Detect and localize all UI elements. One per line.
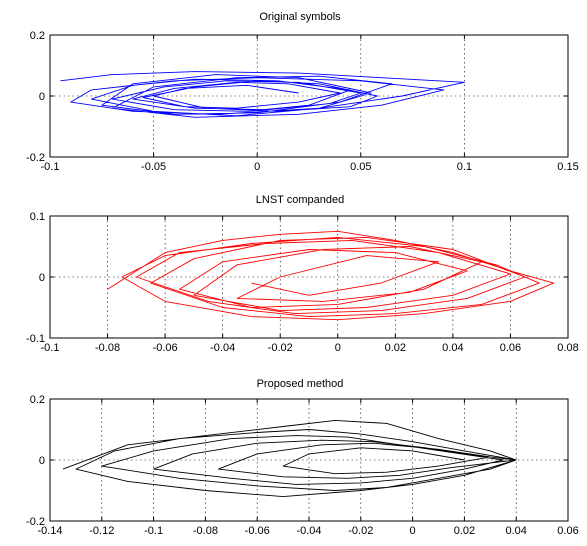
x-tick-label: 0.02 (385, 342, 406, 354)
y-tick-labels: -0.2 0 0.2 (26, 30, 45, 164)
x-tick-label: 0.04 (505, 525, 526, 537)
y-tick-label: -0.1 (26, 333, 45, 345)
y-tick-label: 0.1 (30, 211, 45, 223)
x-tick-label: 0.08 (557, 342, 578, 354)
x-tick-label: -0.04 (296, 525, 321, 537)
series-line (60, 71, 465, 118)
panel-lnst-companded: LNST companded -0.1 -0.08 -0.06 -0.04 -0.02 0… (26, 194, 579, 354)
x-tick-label: -0.05 (141, 161, 166, 173)
y-tick-label: -0.2 (26, 152, 45, 164)
x-tick-label: -0.06 (153, 342, 178, 354)
x-tick-label: 0.15 (557, 161, 578, 173)
x-tick-label: -0.02 (268, 342, 293, 354)
x-tick-label: -0.1 (41, 342, 60, 354)
plot-area (49, 34, 569, 158)
y-tick-label: -0.2 (26, 516, 45, 528)
x-tick-label: -0.08 (193, 525, 218, 537)
panel-title: Original symbols (259, 11, 341, 23)
x-tick-label: -0.12 (89, 525, 114, 537)
series-line (62, 419, 517, 498)
series-line (107, 230, 555, 321)
panel-original-symbols: Original symbols -0.1 -0.05 0 0.05 0.1 0.15 -… (26, 11, 579, 173)
x-tick-labels: -0.1 -0.05 0 0.05 0.1 0.15 (41, 161, 579, 173)
x-tick-label: 0.06 (500, 342, 521, 354)
x-tick-label: -0.02 (348, 525, 373, 537)
plot-area (49, 398, 569, 522)
x-tick-label: 0.1 (457, 161, 472, 173)
y-tick-label: 0 (39, 455, 45, 467)
x-tick-label: -0.04 (210, 342, 235, 354)
y-tick-labels: -0.1 0 0.1 (26, 211, 45, 345)
x-tick-label: -0.06 (245, 525, 270, 537)
plot-area (49, 215, 569, 339)
x-tick-label: 0 (254, 161, 260, 173)
panel-title: LNST companded (256, 194, 344, 206)
x-tick-label: 0 (410, 525, 416, 537)
y-tick-label: 0 (39, 91, 45, 103)
x-tick-label: 0.06 (557, 525, 578, 537)
x-tick-labels: -0.14 -0.12 -0.1 -0.08 -0.06 -0.04 -0.02 0 0.02 0… (37, 525, 578, 537)
x-tick-label: -0.14 (37, 525, 62, 537)
x-tick-label: 0.02 (454, 525, 475, 537)
panel-title: Proposed method (257, 378, 344, 390)
x-tick-label: 0.05 (350, 161, 371, 173)
x-tick-label: 0 (335, 342, 341, 354)
panel-proposed-method: Proposed method -0.14 -0.12 -0.1 -0.08 -0.06… (26, 378, 579, 537)
y-tick-label: 0.2 (30, 30, 45, 42)
x-tick-label: -0.1 (41, 161, 60, 173)
y-tick-label: 0 (39, 272, 45, 284)
x-tick-label: -0.08 (95, 342, 120, 354)
x-tick-labels: -0.1 -0.08 -0.06 -0.04 -0.02 0 0.02 0.04 0.06 0.0… (41, 342, 579, 354)
y-tick-labels: -0.2 0 0.2 (26, 394, 45, 528)
x-tick-label: -0.1 (144, 525, 163, 537)
x-tick-label: 0.04 (442, 342, 463, 354)
y-tick-label: 0.2 (30, 394, 45, 406)
